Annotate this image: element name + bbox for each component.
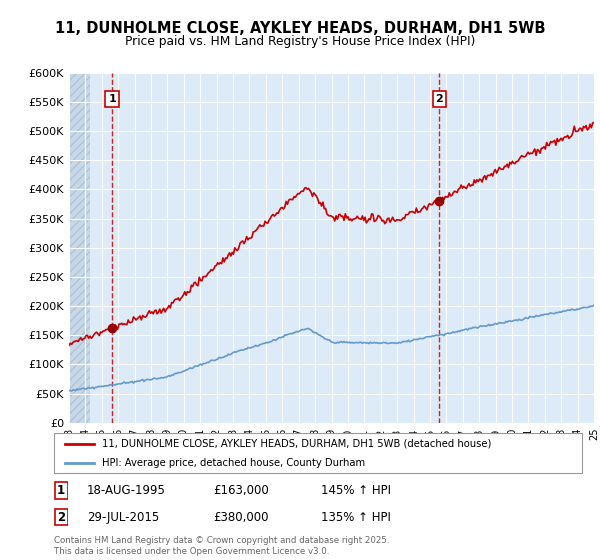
Text: 11, DUNHOLME CLOSE, AYKLEY HEADS, DURHAM, DH1 5WB: 11, DUNHOLME CLOSE, AYKLEY HEADS, DURHAM… <box>55 21 545 36</box>
Text: 2: 2 <box>436 94 443 104</box>
Text: 2: 2 <box>57 511 65 524</box>
Text: 11, DUNHOLME CLOSE, AYKLEY HEADS, DURHAM, DH1 5WB (detached house): 11, DUNHOLME CLOSE, AYKLEY HEADS, DURHAM… <box>101 439 491 449</box>
Text: 29-JUL-2015: 29-JUL-2015 <box>87 511 159 524</box>
Text: 135% ↑ HPI: 135% ↑ HPI <box>321 511 391 524</box>
Text: 145% ↑ HPI: 145% ↑ HPI <box>321 484 391 497</box>
FancyBboxPatch shape <box>54 433 582 473</box>
Text: Contains HM Land Registry data © Crown copyright and database right 2025.
This d: Contains HM Land Registry data © Crown c… <box>54 536 389 556</box>
Text: 1: 1 <box>108 94 116 104</box>
Text: 18-AUG-1995: 18-AUG-1995 <box>87 484 166 497</box>
FancyBboxPatch shape <box>55 482 68 498</box>
FancyBboxPatch shape <box>55 509 68 525</box>
Text: £163,000: £163,000 <box>213 484 269 497</box>
Text: Price paid vs. HM Land Registry's House Price Index (HPI): Price paid vs. HM Land Registry's House … <box>125 35 475 48</box>
Text: 1: 1 <box>57 484 65 497</box>
Text: HPI: Average price, detached house, County Durham: HPI: Average price, detached house, Coun… <box>101 458 365 468</box>
Bar <box>69 73 91 423</box>
Text: £380,000: £380,000 <box>213 511 269 524</box>
